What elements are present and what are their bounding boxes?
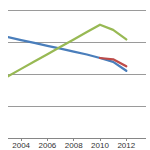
x-tick-label: 2004: [12, 141, 30, 150]
x-tick-label: 2006: [39, 141, 57, 150]
series-group: [8, 25, 126, 77]
series-line: [8, 25, 126, 77]
x-axis-line: [8, 138, 146, 139]
x-tick-label: 2012: [117, 141, 135, 150]
grid-line: [8, 138, 146, 139]
grid-line: [8, 74, 146, 75]
x-tick-label: 2010: [91, 141, 109, 150]
chart: 2004 2006 2008 2010 2012: [0, 0, 150, 150]
series-line: [100, 58, 126, 66]
grid-line: [8, 10, 146, 11]
x-tick-label: 2008: [65, 141, 83, 150]
grid-line: [8, 106, 146, 107]
